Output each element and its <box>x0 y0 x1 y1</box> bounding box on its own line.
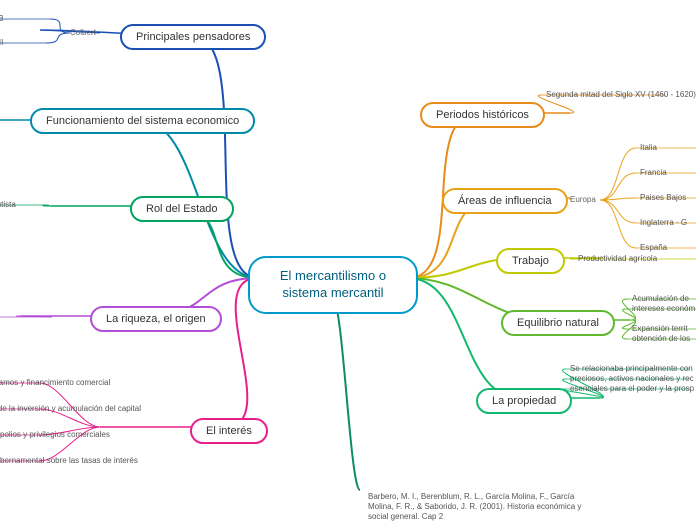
leaf-equilibrio-1: intereses económ <box>632 304 695 314</box>
branch-principales[interactable]: Principales pensadores <box>120 24 266 50</box>
leaf-equilibrio-0: Acumulación de <box>632 294 689 304</box>
leaf-rol-0: osolutista <box>0 200 16 210</box>
leaf-biblio-2: social general. Cap 2 <box>368 512 443 522</box>
leaf-interes-3: rol gubernamental sobre las tasas de int… <box>0 456 138 466</box>
leaf-interes-0: Prestamos y financimiento comercial <box>0 378 110 388</box>
leaf-propiedad-0: Se relacionaba principalmente con <box>570 364 693 374</box>
leaf-interes-1: ento de la inversión y acumulación del c… <box>0 404 141 414</box>
branch-rol[interactable]: Rol del Estado <box>130 196 234 222</box>
leaf-propiedad-2: esenciales para el poder y la prosp <box>570 384 694 394</box>
branch-periodos[interactable]: Periodos históricos <box>420 102 545 128</box>
branch-riqueza[interactable]: La riqueza, el origen <box>90 306 222 332</box>
leaf-areas-3: Inglaterra - G <box>640 218 687 228</box>
leaf-interes-2: Monopolios y privilegios comerciales <box>0 430 110 440</box>
leaf-areas-4: España <box>640 243 667 253</box>
branch-propiedad[interactable]: La propiedad <box>476 388 572 414</box>
leaf-propiedad-1: preciosos, activos nacionales y rec <box>570 374 694 384</box>
mid-label-principales: Colbert <box>70 28 96 37</box>
mid-label-areas: Europa <box>570 195 596 204</box>
leaf-principales-0: 683 <box>0 14 3 24</box>
leaf-principales-1: XVIII <box>0 38 3 48</box>
leaf-areas-2: Paises Bajos <box>640 193 686 203</box>
leaf-biblio-0: Barbero, M. I., Berenblum, R. L., García… <box>368 492 574 502</box>
branch-equilibrio[interactable]: Equilibrio natural <box>501 310 615 336</box>
branch-funcionamiento[interactable]: Funcionamiento del sistema economico <box>30 108 255 134</box>
leaf-equilibrio-3: obtención de los <box>632 334 690 344</box>
branch-areas[interactable]: Áreas de influencia <box>442 188 568 214</box>
branch-trabajo[interactable]: Trabajo <box>496 248 565 274</box>
leaf-trabajo-0: Productividad agrícola <box>578 254 657 264</box>
branch-interes[interactable]: El interés <box>190 418 268 444</box>
leaf-periodos-0: Segunda mitad del Siglo XV (1460 - 1620) <box>546 90 696 100</box>
leaf-areas-1: Francia <box>640 168 667 178</box>
leaf-biblio-1: Molina, F. R., & Saborido, J. R. (2001).… <box>368 502 581 512</box>
central-node[interactable]: El mercantilismo o sistema mercantil <box>248 256 418 314</box>
leaf-areas-0: Italia <box>640 143 657 153</box>
leaf-equilibrio-2: Expansión territ <box>632 324 688 334</box>
